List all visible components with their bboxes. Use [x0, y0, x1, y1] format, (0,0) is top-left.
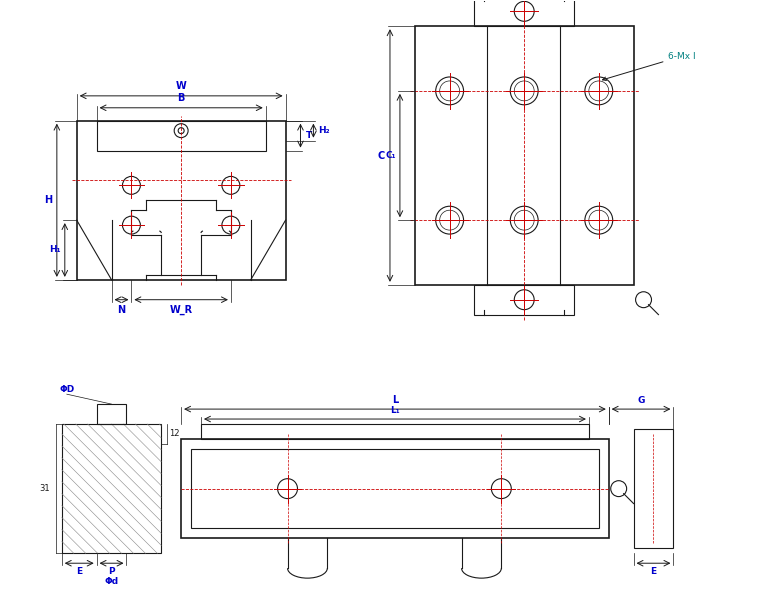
Text: Φd: Φd: [105, 577, 119, 586]
Text: W: W: [176, 81, 186, 91]
Text: H: H: [44, 195, 52, 205]
Text: B: B: [177, 93, 185, 103]
Text: T: T: [306, 131, 312, 140]
Bar: [201, 424, 589, 439]
Text: E: E: [651, 567, 657, 576]
Bar: [634, 429, 674, 548]
Text: H₂: H₂: [318, 126, 330, 135]
Text: 6-Mx l: 6-Mx l: [602, 51, 696, 81]
Text: 31: 31: [39, 484, 50, 493]
Text: ΦD: ΦD: [59, 385, 75, 394]
Bar: [77, 121, 286, 280]
Bar: [474, 285, 574, 314]
Bar: [191, 449, 599, 529]
Text: C₁: C₁: [386, 151, 396, 160]
Bar: [96, 404, 126, 424]
Text: 12: 12: [169, 430, 179, 438]
Text: H₁: H₁: [49, 245, 61, 254]
Text: G: G: [638, 396, 644, 405]
Bar: [96, 121, 266, 150]
Text: L₁: L₁: [390, 406, 400, 415]
Bar: [62, 424, 161, 553]
Text: E: E: [76, 567, 82, 576]
Text: W_R: W_R: [169, 304, 192, 315]
Bar: [415, 26, 634, 285]
Text: P: P: [109, 567, 115, 576]
Text: L: L: [392, 395, 398, 405]
Text: N: N: [117, 304, 126, 314]
Bar: [474, 0, 574, 26]
Bar: [181, 439, 609, 538]
Text: C: C: [378, 150, 385, 160]
